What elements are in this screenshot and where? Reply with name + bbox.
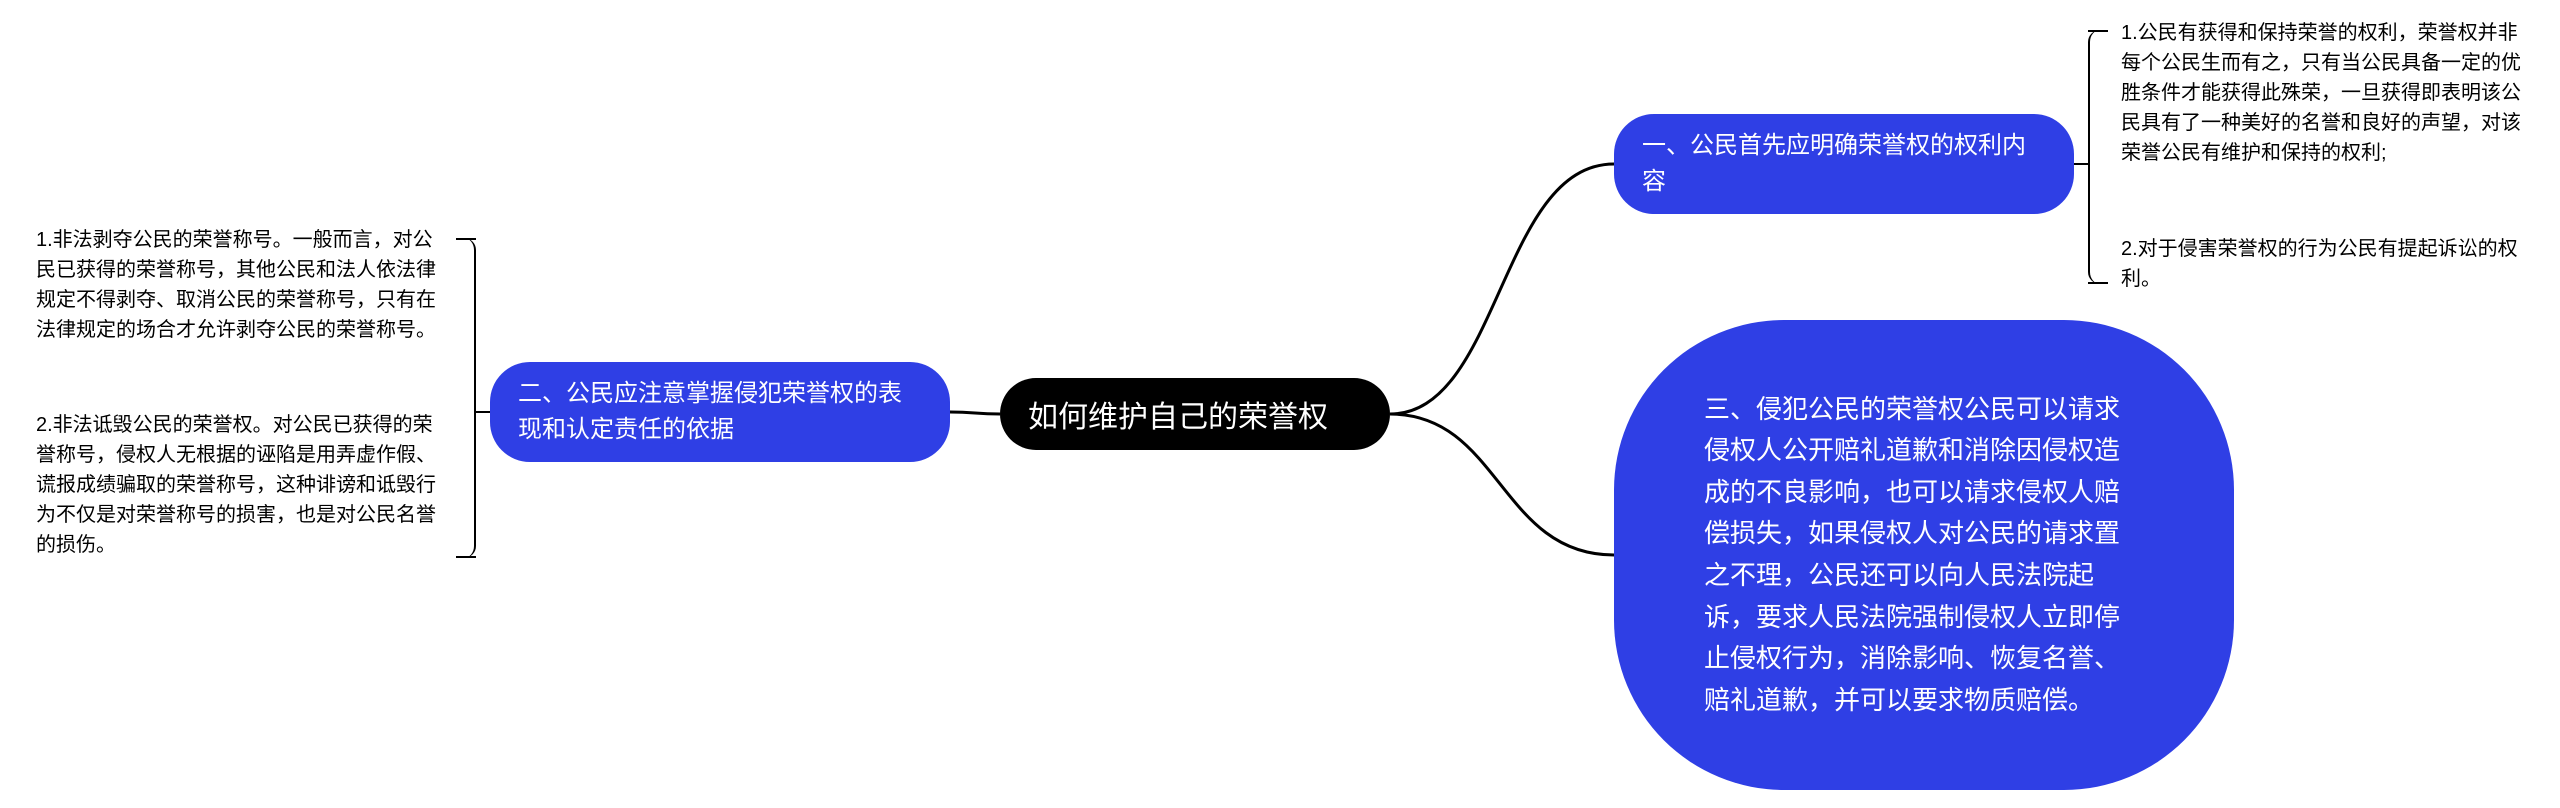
branch-3: 三、侵犯公民的荣誉权公民可以请求侵权人公开赔礼道歉和消除因侵权造成的不良影响，也…: [1614, 320, 2234, 790]
branch-3-text: 三、侵犯公民的荣誉权公民可以请求侵权人公开赔礼道歉和消除因侵权造成的不良影响，也…: [1704, 389, 2144, 722]
bracket-left-b2-stem: [476, 411, 490, 413]
root-node: 如何维护自己的荣誉权: [1000, 378, 1390, 450]
bracket-right-b1-bot: [2088, 282, 2108, 284]
branch-1: 一、公民首先应明确荣誉权的权利内容: [1614, 114, 2074, 214]
branch-1-text: 一、公民首先应明确荣誉权的权利内容: [1642, 128, 2046, 200]
leaf-1a: 1.公民有获得和保持荣誉的权利，荣誉权并非每个公民生而有之，只有当公民具备一定的…: [2121, 18, 2531, 168]
leaf-1b-text: 2.对于侵害荣誉权的行为公民有提起诉讼的权利。: [2121, 238, 2518, 290]
bracket-right-b1-top: [2088, 30, 2108, 32]
bracket-right-b1-stem: [2074, 163, 2088, 165]
leaf-1a-text: 1.公民有获得和保持荣誉的权利，荣誉权并非每个公民生而有之，只有当公民具备一定的…: [2121, 22, 2521, 164]
leaf-1b: 2.对于侵害荣誉权的行为公民有提起诉讼的权利。: [2121, 234, 2531, 294]
branch-2: 二、公民应注意掌握侵犯荣誉权的表现和认定责任的依据: [490, 362, 950, 462]
branch-2-text: 二、公民应注意掌握侵犯荣誉权的表现和认定责任的依据: [518, 376, 922, 448]
bracket-left-b2-top: [456, 238, 476, 240]
bracket-right-b1: [2088, 30, 2108, 284]
leaf-2a-text: 1.非法剥夺公民的荣誉称号。一般而言，对公民已获得的荣誉称号，其他公民和法人依法…: [36, 229, 436, 341]
leaf-2b-text: 2.非法诋毁公民的荣誉权。对公民已获得的荣誉称号，侵权人无根据的诬陷是用弄虚作假…: [36, 414, 436, 556]
leaf-2a: 1.非法剥夺公民的荣誉称号。一般而言，对公民已获得的荣誉称号，其他公民和法人依法…: [36, 225, 446, 345]
bracket-left-b2: [456, 238, 476, 558]
root-text: 如何维护自己的荣誉权: [1028, 392, 1328, 436]
leaf-2b: 2.非法诋毁公民的荣誉权。对公民已获得的荣誉称号，侵权人无根据的诬陷是用弄虚作假…: [36, 410, 446, 560]
bracket-left-b2-bot: [456, 556, 476, 558]
